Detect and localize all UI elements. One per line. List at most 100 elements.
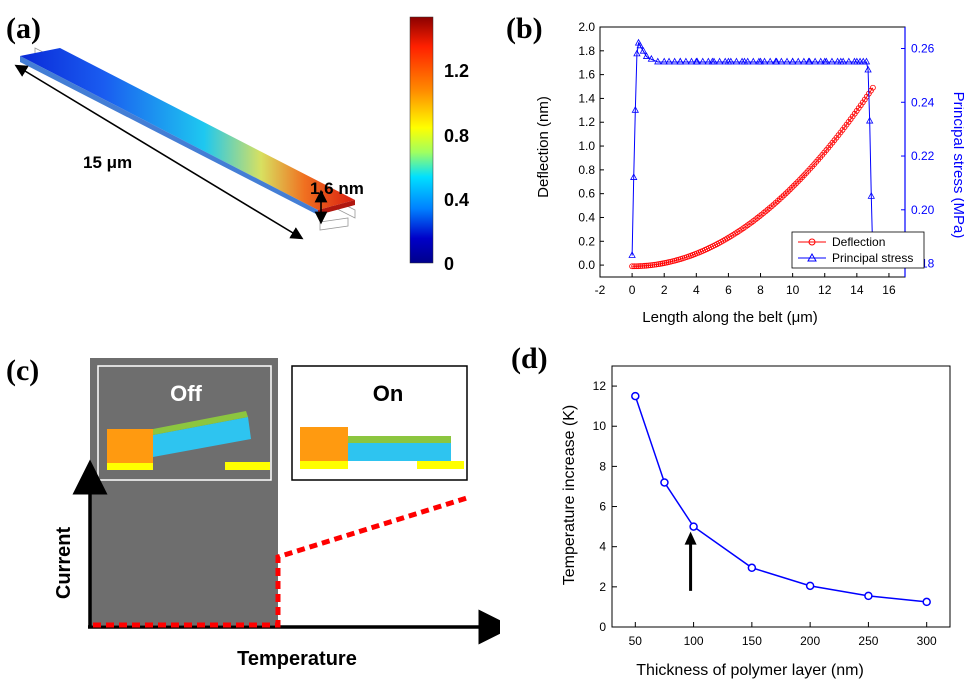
y-tick-label: 0.4 [578, 210, 595, 224]
x-tick-label: 300 [917, 634, 937, 648]
panel-c-figure: (c) Off On Current Temper [6, 354, 500, 670]
on-inset: On [291, 365, 468, 481]
panel-a-figure: (a) 15 μm 1.6 nm 1.2 0.8 0.4 0 [6, 12, 469, 274]
temperature-axis-label: Temperature [237, 648, 357, 670]
stress-point [670, 57, 679, 65]
legend-stress-marker [807, 252, 817, 262]
y-tick-label: 4 [599, 540, 606, 554]
deflection-point [770, 201, 777, 208]
panel-c-label: (c) [6, 354, 39, 387]
stress-point [693, 57, 701, 65]
off-region [90, 358, 278, 625]
deflection-point [639, 263, 646, 269]
stress-point [772, 57, 780, 65]
plot-frame [611, 365, 951, 628]
temperature-point [747, 563, 757, 573]
off-beam-bottom-layer [153, 417, 251, 457]
y-axis-label: Deflection (nm) [535, 96, 552, 198]
x-tick-label: 8 [757, 283, 764, 297]
deflection-point [629, 263, 636, 270]
legend: Deflection Principal stress [791, 231, 925, 269]
stress-point [783, 57, 791, 65]
off-label: Off [170, 381, 202, 406]
length-dimension-arrow [14, 64, 304, 240]
colorbar-tick: 0 [444, 254, 454, 274]
stress-point [833, 57, 842, 65]
stress-point [628, 251, 636, 258]
stress-point [805, 57, 814, 65]
y-axis-label: Temperature increase (K) [561, 405, 578, 586]
stress-point [800, 57, 808, 65]
deflection-label: 1.6 nm [310, 179, 364, 198]
stress-point [845, 57, 853, 65]
panel-a: (a) 15 μm 1.6 nm 1.2 0.8 0.4 0 [0, 0, 480, 300]
legend-deflection-marker [808, 238, 816, 246]
stress-point [828, 57, 836, 65]
stress-point [744, 57, 752, 65]
deflection-point [657, 260, 664, 267]
deflection-point [631, 263, 638, 270]
stress-point [766, 57, 774, 65]
x-tick-label: 0 [629, 283, 636, 297]
deflection-point [793, 180, 799, 187]
deflection-point [653, 261, 660, 268]
colorbar [409, 16, 434, 264]
arrow-head [684, 531, 697, 545]
stress-point [822, 57, 831, 65]
deflection-point [635, 263, 642, 270]
on-beam-top-layer [348, 436, 451, 443]
stress-point [862, 57, 871, 65]
deflection-point [655, 261, 662, 268]
stress-point [699, 57, 707, 65]
y-tick-label: 1.6 [578, 68, 595, 82]
y-tick-label: 12 [593, 379, 607, 393]
selected-thickness-arrow [684, 531, 697, 591]
off-inset: Off [97, 365, 272, 481]
legend-stress-text: Principal stress [832, 251, 913, 265]
x-tick-label: 14 [850, 283, 864, 297]
deflection-point [776, 196, 783, 202]
legend-box [791, 231, 925, 269]
deflection-point [780, 192, 787, 199]
on-label: On [373, 381, 404, 406]
x-tick-label: 50 [629, 634, 643, 648]
panel-a-label: (a) [6, 12, 41, 45]
chart-b: (b) -2 0 2 4 6 8 10 12 14 16 0.0 0.2 0.4 0.6 0.8 1.0 1.2… [506, 12, 964, 326]
legend-deflection-text: Deflection [832, 235, 885, 249]
y-tick-label: 0.6 [578, 187, 595, 201]
stress-point [682, 57, 690, 65]
x-tick-label: 2 [661, 283, 668, 297]
x-axis-label: Thickness of polymer layer (nm) [636, 662, 864, 679]
deflection-point [643, 262, 650, 269]
stress-point [633, 49, 641, 57]
off-anchor-block [107, 429, 153, 465]
deflection-point [857, 102, 864, 109]
stress-point [867, 192, 875, 199]
stress-point [866, 116, 874, 124]
x-tick-label: 200 [800, 634, 820, 648]
y-tick-label: 6 [599, 500, 606, 514]
y-tick-label: 2 [599, 580, 606, 594]
stress-point [777, 57, 786, 65]
deflection-point [641, 262, 648, 269]
x-axis-label: Length along the belt (μm) [642, 309, 817, 326]
stress-point [749, 57, 757, 65]
x-tick-label: 150 [742, 634, 762, 648]
temperature-line [634, 395, 927, 603]
chart-d: (d) 50 100 150 200 250 300 0 2 4 6 8 10 12 Thickness… [511, 342, 951, 679]
temperature-point [631, 391, 640, 401]
y-tick-label: 1.4 [578, 91, 595, 105]
temperature-point [805, 581, 815, 591]
deflection-point [647, 262, 654, 269]
y2-tick-label: 0.24 [911, 95, 935, 109]
y-tick-label: 1.2 [578, 115, 595, 129]
stress-point [647, 54, 656, 62]
y2-tick-label: 0.20 [911, 203, 935, 217]
x-tick-label: 12 [818, 283, 832, 297]
colorbar-tick: 1.2 [444, 61, 469, 81]
temperature-point [660, 478, 669, 487]
stress-point [839, 57, 847, 65]
y-tick-label: 2.0 [578, 20, 595, 34]
colorbar-tick: 0.4 [444, 190, 469, 210]
deflection-point [645, 262, 652, 269]
